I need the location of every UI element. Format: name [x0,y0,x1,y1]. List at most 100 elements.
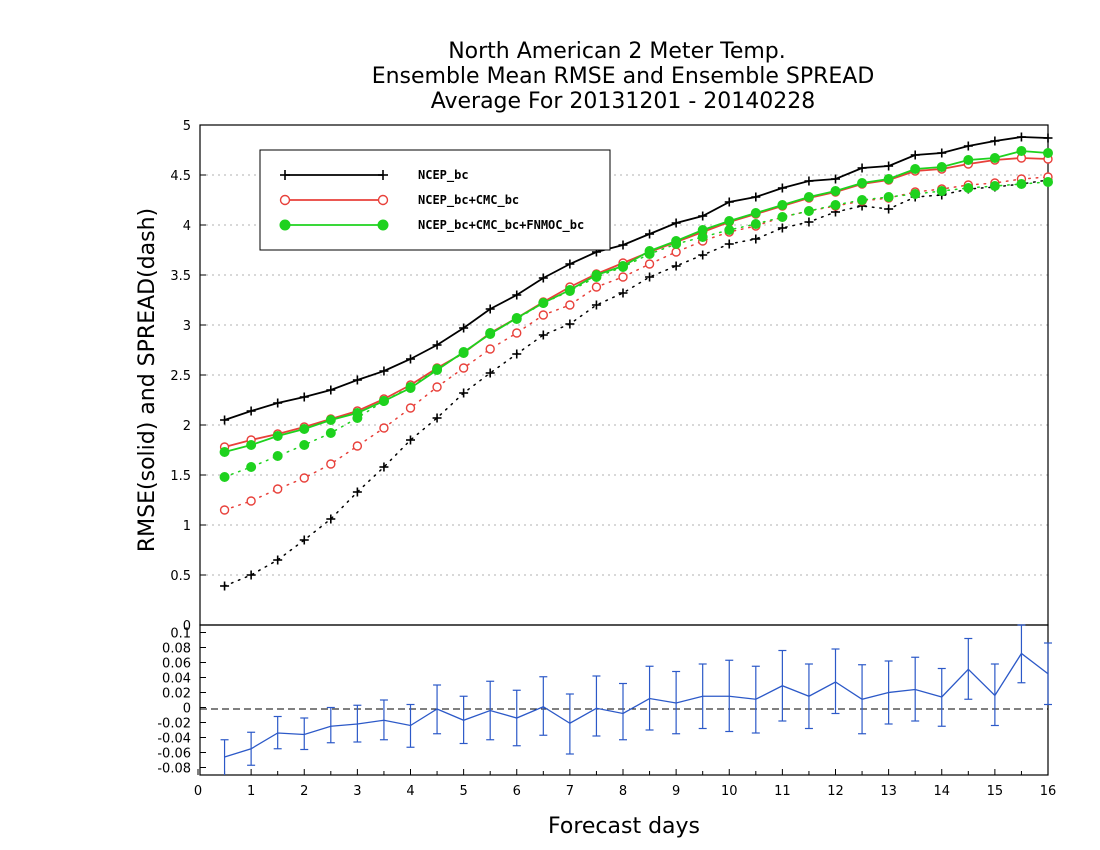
marker-filled-circle [618,261,628,271]
marker-filled-circle [963,183,974,193]
legend: NCEP_bc NCEP_bc+CMC_bc NCEP_bc+CMC_bc+FNMO… [259,149,611,251]
title-line-1: North American 2 Meter Temp. [448,39,786,64]
marker-filled-circle [377,219,389,231]
top-series-group [219,132,1053,591]
marker-filled-circle [485,329,496,339]
x-tick-label: 9 [672,784,680,799]
title-line-3: Average For 20131201 - 20140228 [431,89,816,114]
marker-filled-circle [272,431,283,441]
marker-filled-circle [883,192,894,202]
marker-filled-circle [697,225,708,235]
marker-open-circle [219,505,230,515]
legend-item: NCEP_bc+CMC_bc [279,193,519,208]
marker-filled-circle [378,396,389,406]
legend-label: NCEP_bc+CMC_bc+FNMOC_bc [418,218,584,233]
x-tick-label: 16 [1040,784,1057,799]
bottom-plot-frame [199,624,1049,776]
y-tick-label: -0.04 [157,732,191,747]
x-tick-label: 2 [300,784,308,799]
marker-filled-circle [279,219,291,231]
marker-filled-circle [219,472,230,482]
y-tick-label: 1 [183,519,191,534]
legend-label: NCEP_bc [418,168,469,183]
marker-filled-circle [246,440,257,450]
top-y-axis-label: RMSE(solid) and SPREAD(dash) [135,208,160,552]
marker-filled-circle [989,181,1000,191]
marker-open-circle [485,344,495,354]
marker-filled-circle [750,219,761,229]
legend-item: NCEP_bc+CMC_bc+FNMOC_bc [279,218,584,233]
marker-filled-circle [936,162,947,172]
marker-filled-circle [1016,179,1027,189]
series-0 [220,132,1053,591]
x-axis-label: Forecast days [548,814,700,839]
x-axis: 0 1 2 3 4 5 6 7 8 9 10 11 12 13 14 15 16 [194,769,1056,799]
x-tick-label: 7 [566,784,574,799]
marker-filled-circle [511,313,522,323]
y-tick-label: 0.06 [162,657,191,672]
marker-filled-circle [803,192,814,202]
marker-open-circle [379,423,389,433]
marker-open-circle [352,441,363,451]
rmse-spread-panel: 0 0.5 1 1.5 2 2.5 3 3.5 4 4.5 5 RMSE(solid) and SP… [135,119,1053,634]
y-tick-label: 1.5 [170,469,191,484]
marker-filled-circle [989,153,1000,163]
marker-filled-circle [857,195,868,205]
marker-filled-circle [750,208,761,218]
y-tick-label: 3 [183,319,191,334]
marker-filled-circle [936,186,947,196]
y-tick-label: 2.5 [170,369,191,384]
marker-open-circle [432,382,442,392]
legend-item: NCEP_bc [280,168,469,183]
marker-filled-circle [538,298,549,308]
marker-filled-circle [432,365,443,375]
marker-filled-circle [910,164,921,174]
x-tick-label: 6 [513,784,521,799]
marker-open-circle [565,300,575,310]
marker-filled-circle [299,440,310,450]
y-tick-label: 0.5 [170,569,191,584]
marker-filled-circle [1043,148,1053,158]
marker-filled-circle [830,200,841,210]
x-tick-label: 4 [406,784,414,799]
title-line-2: Ensemble Mean RMSE and Ensemble SPREAD [372,64,875,89]
marker-filled-circle [1043,177,1053,187]
marker-open-circle [591,282,602,292]
y-tick-label: 0.02 [162,687,191,702]
marker-filled-circle [803,206,814,216]
marker-filled-circle [671,236,682,246]
marker-filled-circle [963,155,974,165]
y-tick-label: -0.06 [157,747,191,762]
marker-open-circle [272,484,283,494]
marker-open-circle [279,194,291,206]
marker-filled-circle [246,462,257,472]
marker-filled-circle [591,270,602,280]
marker-filled-circle [830,186,841,196]
marker-filled-circle [724,216,735,226]
y-tick-label: 4 [183,219,191,234]
x-tick-label: 13 [880,784,897,799]
marker-filled-circle [352,408,363,418]
y-tick-label: 0 [183,702,191,717]
legend-label: NCEP_bc+CMC_bc [418,193,519,208]
marker-open-circle [538,310,549,320]
marker-open-circle [246,496,256,506]
marker-filled-circle [325,415,336,425]
marker-filled-circle [219,447,230,457]
y-tick-label: 0.1 [170,627,191,642]
x-tick-label: 3 [353,784,361,799]
marker-filled-circle [564,285,575,295]
x-tick-label: 15 [987,784,1004,799]
marker-filled-circle [458,347,469,357]
x-tick-label: 0 [194,784,202,799]
y-tick-label: 4.5 [170,169,191,184]
difference-series [220,624,1052,775]
x-tick-label: 10 [721,784,738,799]
marker-filled-circle [724,225,735,235]
marker-filled-circle [857,178,868,188]
y-tick-label: -0.08 [157,762,191,777]
marker-open-circle [671,247,681,257]
marker-filled-circle [777,212,788,222]
